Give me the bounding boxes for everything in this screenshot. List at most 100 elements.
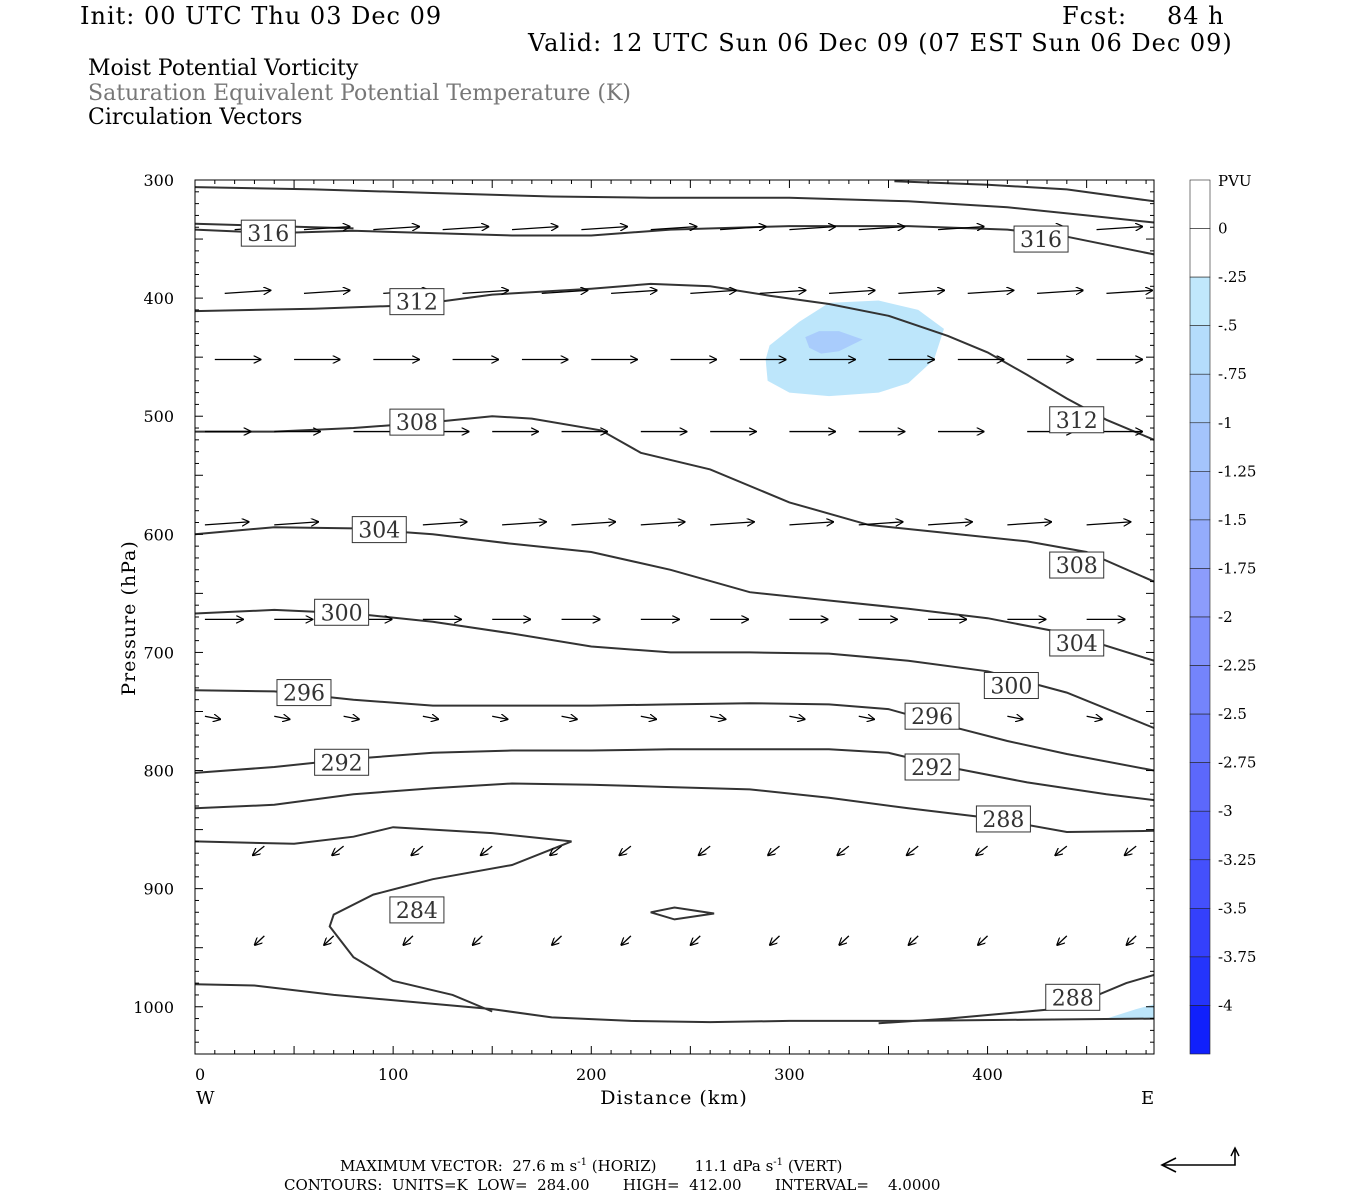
max-vector-line: MAXIMUM VECTOR: 27.6 m s-1 (HORIZ) 11.1 … [340, 1157, 842, 1175]
contour-316 [194, 225, 1155, 256]
colorbar-swatch [1189, 908, 1211, 958]
colorbar-unit: PVU [1218, 172, 1252, 190]
pv-shade-region [765, 300, 944, 397]
circulation-vector [768, 845, 780, 855]
circulation-vector [858, 716, 874, 719]
contour-label-box [1045, 983, 1101, 1011]
circulation-vector [481, 845, 493, 855]
colorbar-swatch [1189, 1005, 1211, 1055]
contours-summary: CONTOURS: UNITS=K LOW= 284.00 HIGH= 412.… [284, 1176, 941, 1194]
circulation-vectors [204, 227, 1152, 945]
field-title-mpv: Moist Potential Vorticity [88, 56, 359, 81]
circulation-vector [473, 935, 483, 945]
circulation-vector [967, 290, 1014, 293]
x-end-label-east: E [1141, 1088, 1154, 1109]
field-title-theta-es: Saturation Equivalent Potential Temperat… [88, 81, 631, 106]
axis-ticks [194, 179, 1154, 1055]
colorbar-swatch [1189, 325, 1211, 375]
forecast-hours: 84 h [1167, 2, 1225, 30]
circulation-vector [403, 935, 414, 945]
circulation-vector [640, 716, 656, 719]
colorbar-swatch [1189, 276, 1211, 326]
colorbar-swatch [1189, 228, 1211, 278]
circulation-vector [928, 522, 972, 525]
contour-308 [195, 415, 1155, 583]
colorbar-swatch [1189, 471, 1211, 521]
circulation-vector [492, 716, 507, 719]
contour-label: 292 [321, 751, 363, 776]
colorbar-swatch [1189, 179, 1211, 229]
valid-time: Valid: 12 UTC Sun 06 Dec 09 (07 EST Sun … [528, 29, 1233, 57]
colorbar-label: -3 [1218, 802, 1233, 820]
circulation-vector [253, 845, 265, 855]
x-axis-label: Distance (km) [600, 1087, 748, 1109]
circulation-vector [373, 227, 419, 230]
circulation-vector [611, 290, 657, 293]
contour-296 [194, 689, 1155, 772]
x-tick-label: 300 [774, 1065, 805, 1084]
circulation-vector [552, 935, 563, 945]
circulation-vector [204, 522, 249, 525]
circulation-vector [1007, 522, 1051, 525]
contour-label-box [240, 219, 296, 247]
contour-284 [194, 983, 1155, 1024]
contour-label: 300 [990, 675, 1032, 700]
circulation-vector [1055, 845, 1068, 855]
colorbar-label: -.25 [1218, 268, 1247, 286]
y-tick-label: 300 [143, 171, 174, 190]
pv-colorbar: 0 -.25 -.5 -.75 -1 -1.25 -1.5 -1.75 -2 -2.25 -2.5 -… [1189, 179, 1256, 1055]
contour-316 [894, 180, 1155, 203]
contour-labels: 316 316 312 312 308 308 304 304 300 300 296 296 292 2… [240, 219, 1105, 1011]
colorbar-label: -1.75 [1218, 559, 1256, 577]
circulation-vector [550, 845, 562, 855]
y-tick-label: 900 [143, 880, 174, 899]
circulation-vector [422, 716, 438, 719]
vert-value: 11.1 dPa s [694, 1157, 774, 1175]
contour-label-box [904, 702, 960, 730]
colorbar-label: -1 [1218, 414, 1233, 432]
horiz-tag: (HORIZ) [591, 1157, 657, 1175]
contour-label-box [975, 805, 1031, 833]
circulation-vector [1007, 716, 1022, 719]
colorbar-label: -4 [1218, 996, 1233, 1014]
contour-label-box [983, 672, 1039, 700]
circulation-vector [691, 935, 701, 945]
circulation-vector [1057, 935, 1068, 945]
x-tick-label: 400 [972, 1065, 1003, 1084]
colorbar-swatch [1189, 859, 1211, 909]
circulation-vector [1106, 290, 1152, 293]
vert-tag: (VERT) [787, 1157, 843, 1175]
contour-label: 304 [1056, 632, 1098, 657]
circulation-vector [978, 935, 989, 945]
colorbar-label: -3.5 [1218, 899, 1247, 917]
circulation-vector [858, 522, 903, 525]
colorbar-label: -.75 [1218, 365, 1247, 383]
contour-label: 312 [396, 291, 438, 316]
x-end-label-west: W [196, 1088, 215, 1109]
contour-label: 288 [982, 808, 1024, 833]
circulation-vector [581, 227, 627, 230]
contour-316 [194, 186, 1155, 224]
circulation-vector [789, 716, 804, 719]
circulation-vector [422, 522, 467, 525]
contour-label: 296 [911, 705, 953, 730]
circulation-vector [1086, 522, 1131, 525]
circulation-vector [1037, 290, 1083, 293]
circulation-vector [976, 845, 988, 855]
contour-label-box [1049, 551, 1105, 579]
y-tick-label: 800 [143, 762, 174, 781]
colorbar-swatch [1189, 810, 1211, 861]
pv-shading-layer [765, 300, 1154, 1019]
forecast-label: Fcst: [1062, 2, 1128, 30]
pv-shade-region [1106, 1004, 1154, 1019]
contour-label: 308 [1056, 554, 1098, 579]
circulation-vector [255, 935, 265, 945]
circulation-vector [1125, 845, 1137, 855]
x-tick-label: 0 [195, 1065, 205, 1084]
contour-label-box [314, 748, 370, 776]
colorbar-swatch [1189, 519, 1211, 569]
contour-label-box [389, 288, 445, 316]
y-tick-label: 1000 [133, 998, 174, 1017]
circulation-vector [620, 845, 632, 855]
contour-312 [194, 282, 1155, 441]
